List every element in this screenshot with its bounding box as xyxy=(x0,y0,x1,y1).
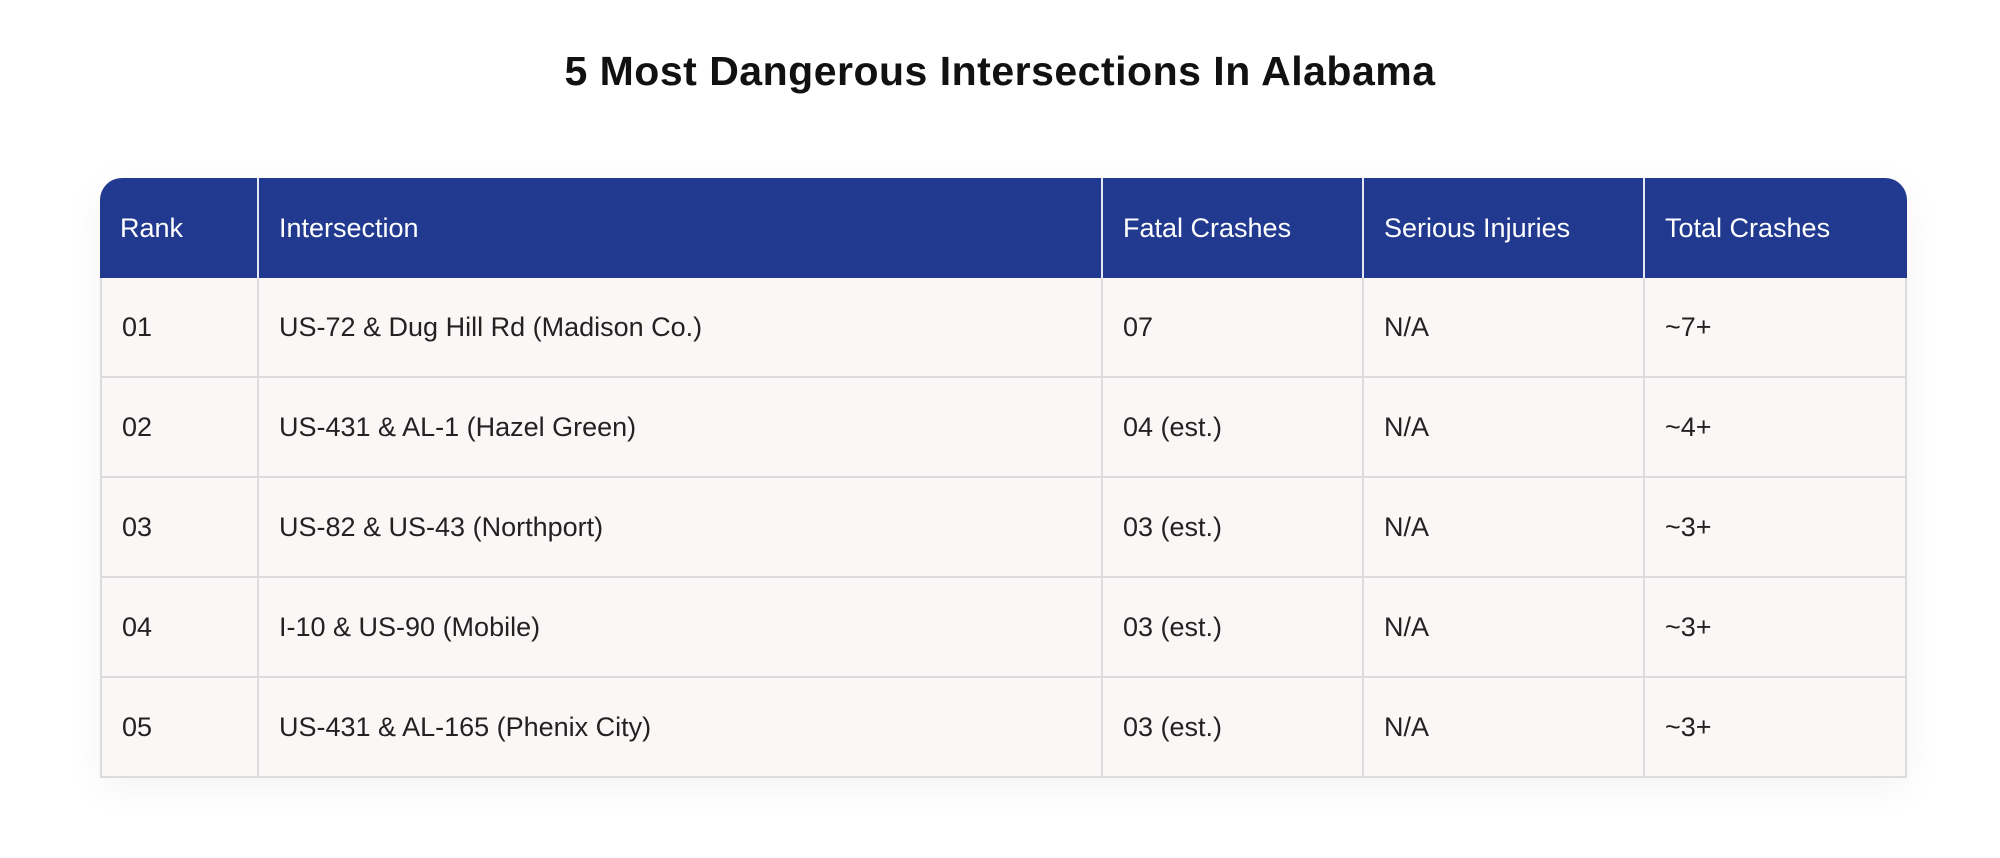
header-intersection: Intersection xyxy=(259,178,1103,278)
cell-serious-injuries: N/A xyxy=(1364,278,1645,378)
cell-fatal-crashes: 03 (est.) xyxy=(1103,578,1364,678)
cell-serious-injuries: N/A xyxy=(1364,678,1645,778)
cell-intersection: US-431 & AL-165 (Phenix City) xyxy=(259,678,1103,778)
cell-fatal-crashes: 03 (est.) xyxy=(1103,678,1364,778)
cell-total-crashes: ~4+ xyxy=(1645,378,1907,478)
cell-total-crashes: ~3+ xyxy=(1645,678,1907,778)
cell-rank: 01 xyxy=(100,278,259,378)
intersections-table-container: Rank Intersection Fatal Crashes Serious … xyxy=(100,178,1907,778)
cell-fatal-crashes: 03 (est.) xyxy=(1103,478,1364,578)
cell-intersection: US-82 & US-43 (Northport) xyxy=(259,478,1103,578)
cell-rank: 03 xyxy=(100,478,259,578)
cell-intersection: US-431 & AL-1 (Hazel Green) xyxy=(259,378,1103,478)
cell-intersection: US-72 & Dug Hill Rd (Madison Co.) xyxy=(259,278,1103,378)
cell-total-crashes: ~3+ xyxy=(1645,478,1907,578)
header-rank: Rank xyxy=(100,178,259,278)
table-row: 04 I-10 & US-90 (Mobile) 03 (est.) N/A ~… xyxy=(100,578,1907,678)
header-total-crashes: Total Crashes xyxy=(1645,178,1907,278)
cell-total-crashes: ~7+ xyxy=(1645,278,1907,378)
cell-serious-injuries: N/A xyxy=(1364,378,1645,478)
table-row: 05 US-431 & AL-165 (Phenix City) 03 (est… xyxy=(100,678,1907,778)
cell-intersection: I-10 & US-90 (Mobile) xyxy=(259,578,1103,678)
cell-rank: 04 xyxy=(100,578,259,678)
page-title: 5 Most Dangerous Intersections In Alabam… xyxy=(564,48,1436,94)
table-header-row: Rank Intersection Fatal Crashes Serious … xyxy=(100,178,1907,278)
cell-rank: 02 xyxy=(100,378,259,478)
table-row: 01 US-72 & Dug Hill Rd (Madison Co.) 07 … xyxy=(100,278,1907,378)
header-fatal-crashes: Fatal Crashes xyxy=(1103,178,1364,278)
intersections-table: Rank Intersection Fatal Crashes Serious … xyxy=(100,178,1907,778)
cell-fatal-crashes: 04 (est.) xyxy=(1103,378,1364,478)
header-serious-injuries: Serious Injuries xyxy=(1364,178,1645,278)
cell-rank: 05 xyxy=(100,678,259,778)
cell-serious-injuries: N/A xyxy=(1364,578,1645,678)
cell-fatal-crashes: 07 xyxy=(1103,278,1364,378)
cell-total-crashes: ~3+ xyxy=(1645,578,1907,678)
table-row: 02 US-431 & AL-1 (Hazel Green) 04 (est.)… xyxy=(100,378,1907,478)
table-row: 03 US-82 & US-43 (Northport) 03 (est.) N… xyxy=(100,478,1907,578)
cell-serious-injuries: N/A xyxy=(1364,478,1645,578)
